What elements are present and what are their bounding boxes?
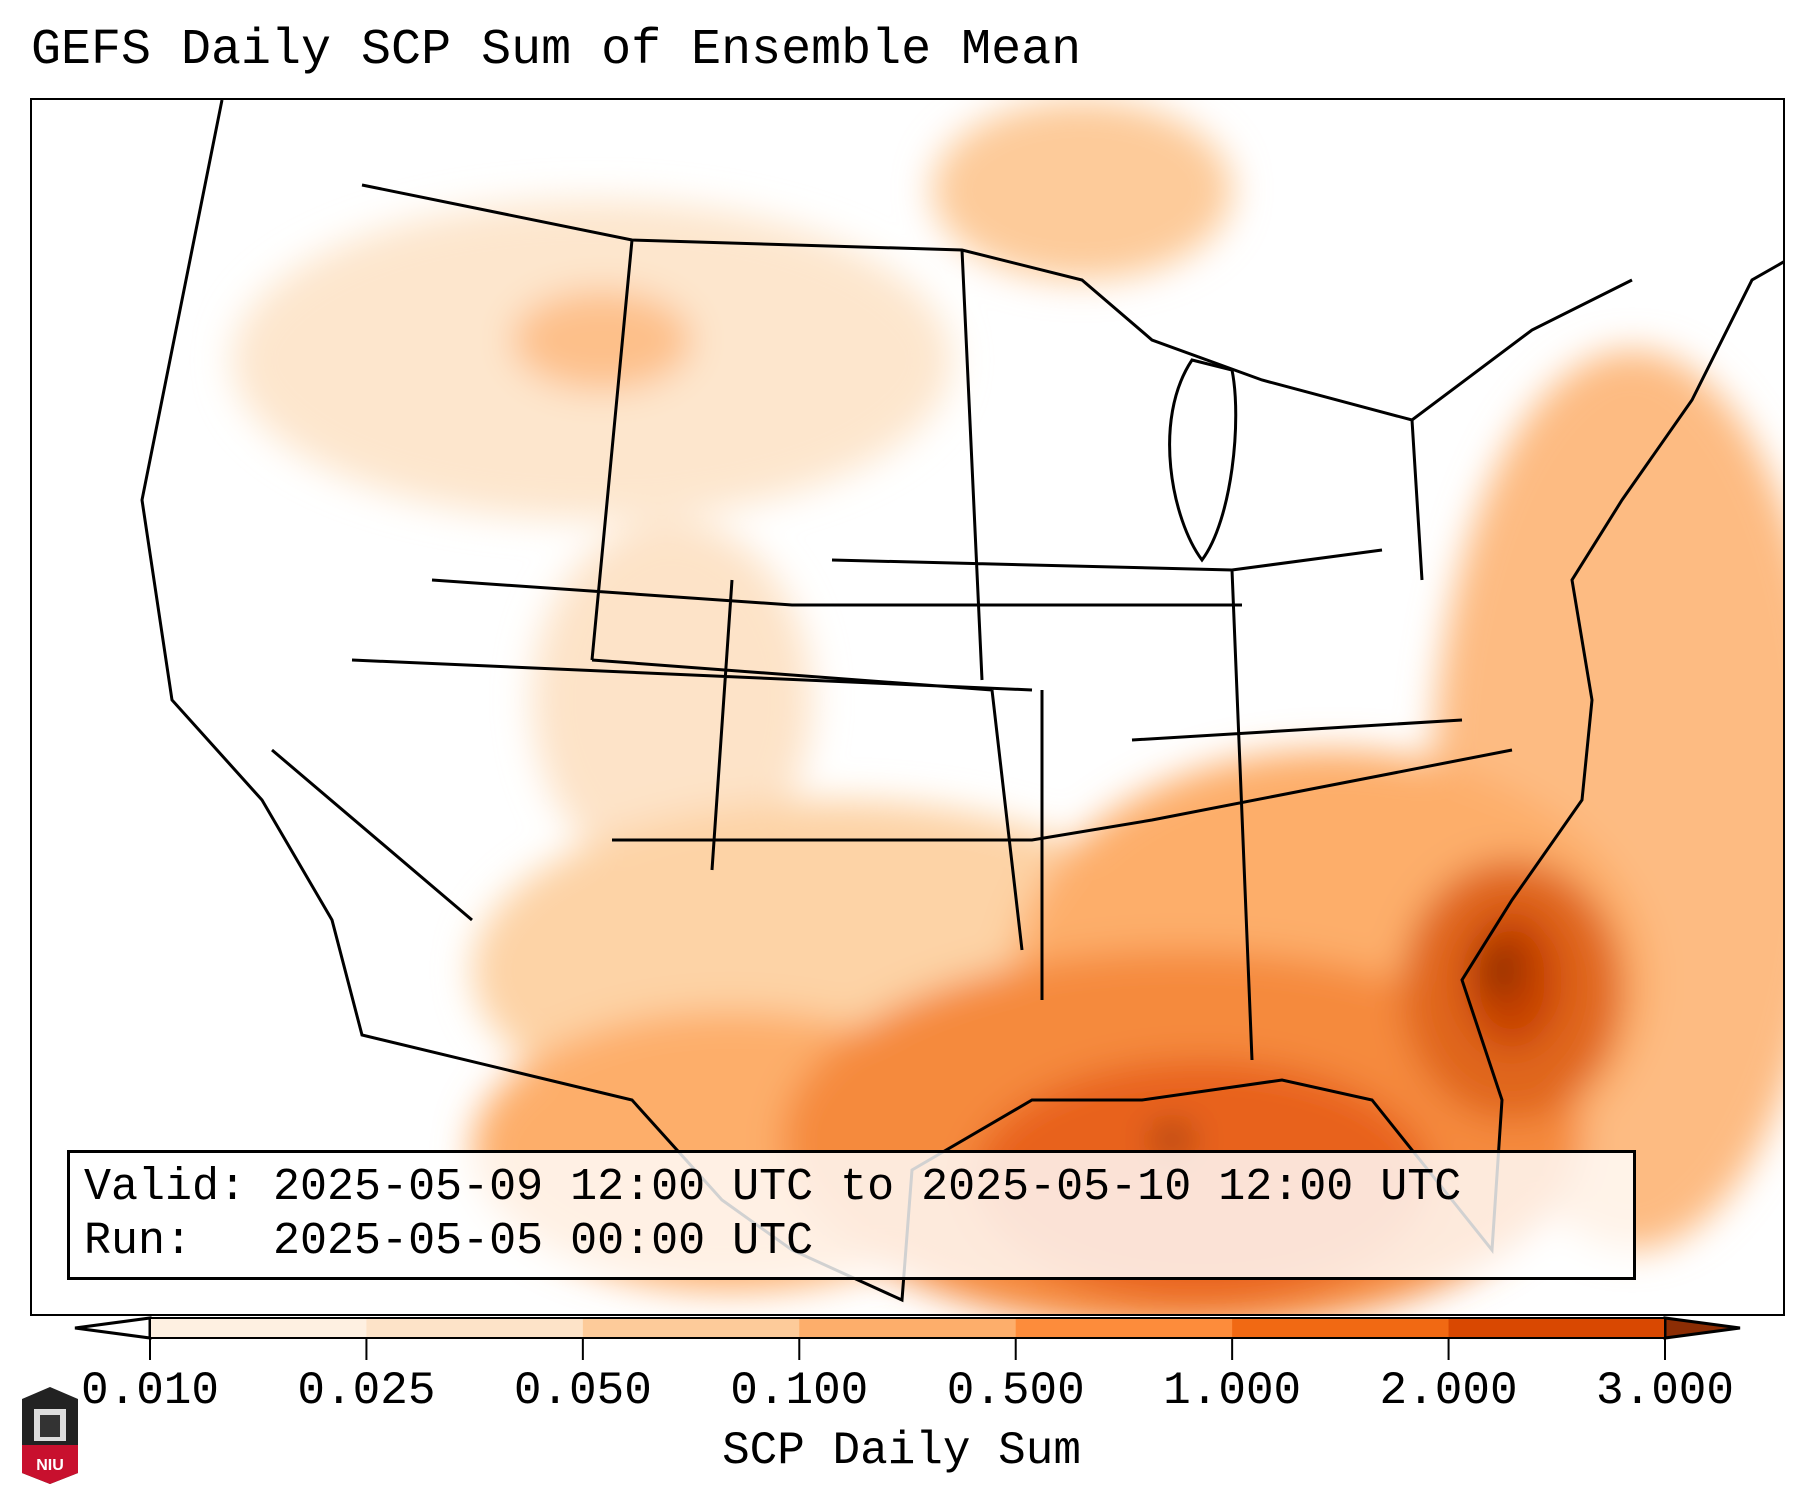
colorbar bbox=[74, 1316, 1741, 1360]
validity-box: Valid: 2025-05-09 12:00 UTC to 2025-05-1… bbox=[67, 1150, 1636, 1280]
colorbar-segment bbox=[799, 1318, 1017, 1338]
valid-label: Valid: bbox=[84, 1162, 247, 1213]
colorbar-tick-label: 0.010 bbox=[80, 1365, 220, 1417]
field-rockies bbox=[532, 520, 812, 880]
run-value: 2025-05-05 00:00 UTC bbox=[273, 1216, 814, 1267]
colorbar-segment bbox=[150, 1318, 367, 1338]
us-canada-border bbox=[361, 183, 1633, 422]
field-gulf-max bbox=[1152, 1125, 1192, 1155]
colorbar-segment bbox=[1015, 1318, 1233, 1338]
colorbar-segment bbox=[366, 1318, 584, 1338]
colorbar-tick-label: 0.025 bbox=[297, 1365, 436, 1417]
colorbar-tick-label: 3.000 bbox=[1595, 1365, 1735, 1417]
field-montana bbox=[512, 290, 692, 390]
colorbar-over-triangle bbox=[1663, 1316, 1741, 1340]
niu-logo: NIU bbox=[22, 1387, 78, 1484]
us-outline bbox=[140, 100, 1783, 1303]
map-title: GEFS Daily SCP Sum of Ensemble Mean bbox=[31, 22, 1082, 79]
field-canada bbox=[932, 100, 1232, 280]
colorbar-segment bbox=[1448, 1318, 1666, 1338]
logo-text: NIU bbox=[36, 1457, 64, 1474]
map-panel bbox=[30, 98, 1785, 1316]
state-boundaries bbox=[140, 100, 1783, 1303]
run-label: Run: bbox=[84, 1216, 193, 1267]
valid-value: 2025-05-09 12:00 UTC to 2025-05-10 12:00… bbox=[273, 1162, 1462, 1213]
colorbar-tick-label: 1.000 bbox=[1163, 1365, 1302, 1417]
colorbar-under-triangle bbox=[74, 1316, 152, 1340]
colorbar-segment bbox=[582, 1318, 800, 1338]
colorbar-frame bbox=[149, 1317, 1666, 1339]
field-florida-max bbox=[1482, 940, 1522, 1000]
lake-michigan bbox=[1168, 358, 1238, 563]
colorbar-tick-label: 0.500 bbox=[946, 1365, 1085, 1417]
colorbar-tick-label: 0.100 bbox=[730, 1365, 869, 1417]
colorbar-tick-label: 0.050 bbox=[513, 1365, 652, 1417]
colorbar-label: SCP Daily Sum bbox=[722, 1425, 1081, 1477]
scp-field bbox=[140, 100, 1783, 1314]
colorbar-tick-label: 2.000 bbox=[1379, 1365, 1518, 1417]
colorbar-segment bbox=[1232, 1318, 1450, 1338]
